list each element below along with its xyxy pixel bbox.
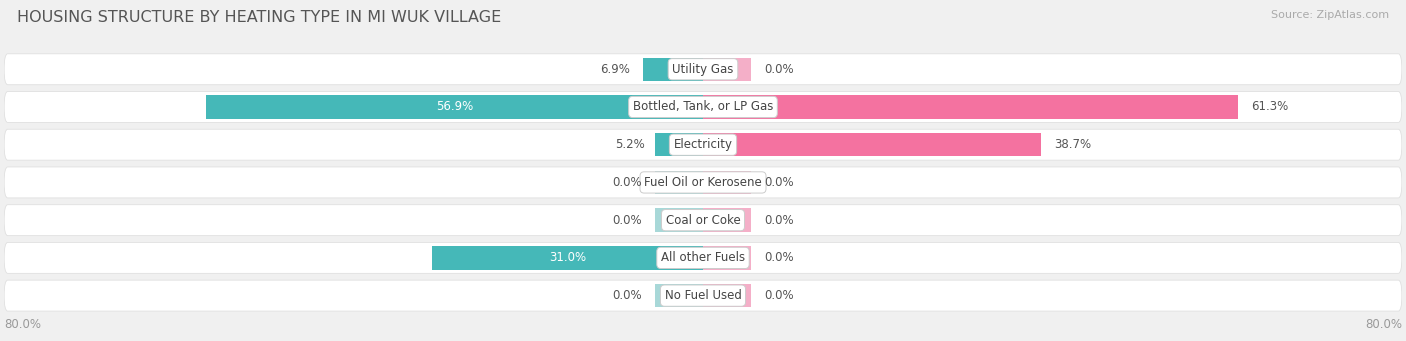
Text: 80.0%: 80.0% [4,318,41,331]
FancyBboxPatch shape [4,54,1402,85]
Text: Source: ZipAtlas.com: Source: ZipAtlas.com [1271,10,1389,20]
Bar [703,246,751,270]
Text: 31.0%: 31.0% [548,251,586,264]
Text: 0.0%: 0.0% [763,289,794,302]
Text: 0.0%: 0.0% [612,289,643,302]
Bar [655,133,703,157]
Text: 5.2%: 5.2% [614,138,644,151]
FancyBboxPatch shape [4,205,1402,236]
Text: 0.0%: 0.0% [763,214,794,227]
Text: 38.7%: 38.7% [1054,138,1091,151]
Text: 0.0%: 0.0% [763,63,794,76]
Bar [703,58,751,81]
Text: 6.9%: 6.9% [600,63,630,76]
Bar [703,171,751,194]
Text: Bottled, Tank, or LP Gas: Bottled, Tank, or LP Gas [633,101,773,114]
Text: Utility Gas: Utility Gas [672,63,734,76]
FancyBboxPatch shape [4,242,1402,273]
Text: 0.0%: 0.0% [763,176,794,189]
Bar [703,133,1040,157]
Text: 56.9%: 56.9% [436,101,472,114]
Text: All other Fuels: All other Fuels [661,251,745,264]
Bar [703,208,751,232]
Bar [703,95,1239,119]
Bar [703,284,751,307]
Text: 0.0%: 0.0% [612,176,643,189]
Text: 0.0%: 0.0% [612,214,643,227]
Bar [655,171,703,194]
Text: 61.3%: 61.3% [1251,101,1289,114]
Text: Coal or Coke: Coal or Coke [665,214,741,227]
Bar [655,208,703,232]
Bar [643,58,703,81]
Text: No Fuel Used: No Fuel Used [665,289,741,302]
FancyBboxPatch shape [4,129,1402,160]
FancyBboxPatch shape [4,167,1402,198]
Text: 80.0%: 80.0% [1365,318,1402,331]
Text: Fuel Oil or Kerosene: Fuel Oil or Kerosene [644,176,762,189]
Text: 0.0%: 0.0% [763,251,794,264]
FancyBboxPatch shape [4,91,1402,122]
Bar [205,95,703,119]
Bar [432,246,703,270]
Text: HOUSING STRUCTURE BY HEATING TYPE IN MI WUK VILLAGE: HOUSING STRUCTURE BY HEATING TYPE IN MI … [17,10,501,25]
Text: Electricity: Electricity [673,138,733,151]
Bar [655,284,703,307]
FancyBboxPatch shape [4,280,1402,311]
